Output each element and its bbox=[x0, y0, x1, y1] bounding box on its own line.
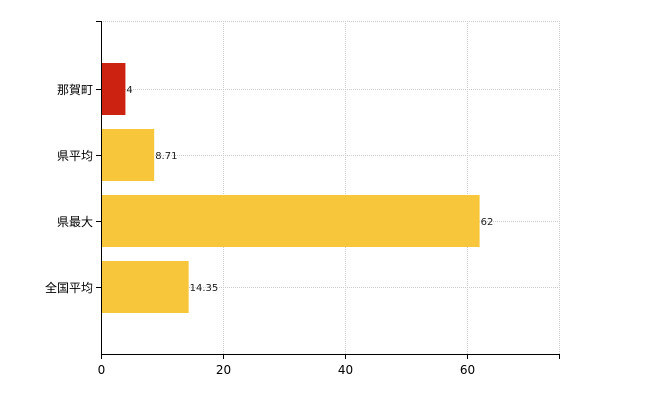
bar-value-label: 8.71 bbox=[155, 151, 177, 162]
x-tick-label: 60 bbox=[460, 363, 475, 377]
bar-value-label: 62 bbox=[481, 217, 494, 228]
bar bbox=[102, 195, 480, 247]
bar bbox=[102, 129, 155, 181]
y-tick-label: 全国平均 bbox=[45, 280, 93, 295]
bar-value-label: 14.35 bbox=[190, 283, 219, 294]
bar-layer bbox=[102, 63, 480, 313]
x-tick-label: 0 bbox=[98, 363, 106, 377]
y-tick-label: 県最大 bbox=[57, 215, 93, 229]
x-tick-label: 40 bbox=[338, 363, 353, 377]
bar bbox=[102, 63, 126, 115]
x-tick-label: 20 bbox=[216, 363, 231, 377]
bar-value-label: 4 bbox=[126, 85, 132, 96]
bar bbox=[102, 261, 189, 313]
axis-layer bbox=[96, 21, 560, 359]
y-tick-label: 県平均 bbox=[57, 149, 93, 163]
y-tick-label: 那賀町 bbox=[57, 83, 93, 97]
